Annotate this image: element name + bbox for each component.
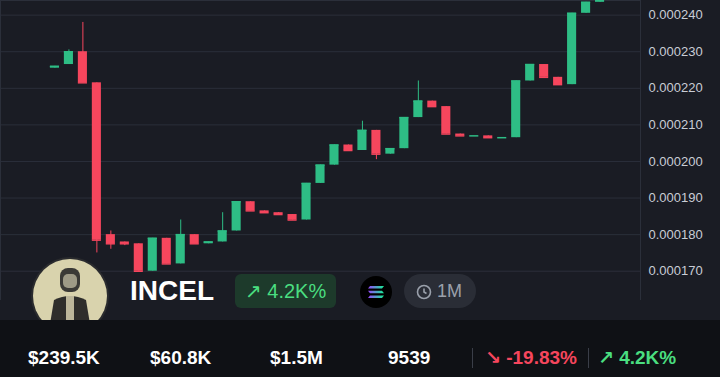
svg-text:0.000220: 0.000220 [649,80,703,95]
html-text:↘ -19.83%: ↘ -19.83% [485,347,577,368]
html-text:INCEL: INCEL [130,275,214,306]
svg-text:0.000240: 0.000240 [649,7,703,22]
html-text:↗ 4.2K%: ↗ 4.2K% [598,347,677,368]
svg-text:0.000200: 0.000200 [649,154,703,169]
html-text:9539: 9539 [388,347,431,368]
html-text:↗ 4.2K%: ↗ 4.2K% [245,280,327,302]
svg-text:0.000170: 0.000170 [649,263,703,278]
html-text:$60.8K: $60.8K [150,347,212,368]
svg-text:0.000180: 0.000180 [649,227,703,242]
html-text:1M: 1M [437,281,462,301]
svg-text:0.000210: 0.000210 [649,117,703,132]
svg-text:0.000190: 0.000190 [649,190,703,205]
html-text:$239.5K: $239.5K [28,347,100,368]
svg-text:0.000230: 0.000230 [649,44,703,59]
html-text:$1.5M: $1.5M [270,347,323,368]
